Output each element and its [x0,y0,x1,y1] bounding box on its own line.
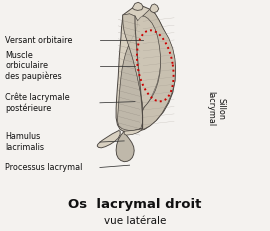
Polygon shape [142,9,176,129]
Polygon shape [117,14,143,131]
Polygon shape [124,128,143,135]
Polygon shape [116,131,134,162]
Text: Sillon
lacrymal: Sillon lacrymal [206,91,226,126]
Text: vue latérale: vue latérale [104,216,166,226]
Text: Versant orbitaire: Versant orbitaire [5,36,73,45]
Text: Crête lacrymale
postérieure: Crête lacrymale postérieure [5,93,70,113]
Polygon shape [150,4,159,13]
Polygon shape [116,6,176,133]
Polygon shape [123,14,161,131]
Polygon shape [132,2,143,10]
Text: Os  lacrymal droit: Os lacrymal droit [68,198,202,211]
Text: Muscle
orbiculaire
des paupières: Muscle orbiculaire des paupières [5,51,62,81]
Polygon shape [97,131,120,148]
Text: Processus lacrymal: Processus lacrymal [5,163,83,172]
Text: Hamulus
lacrimalis: Hamulus lacrimalis [5,132,44,152]
